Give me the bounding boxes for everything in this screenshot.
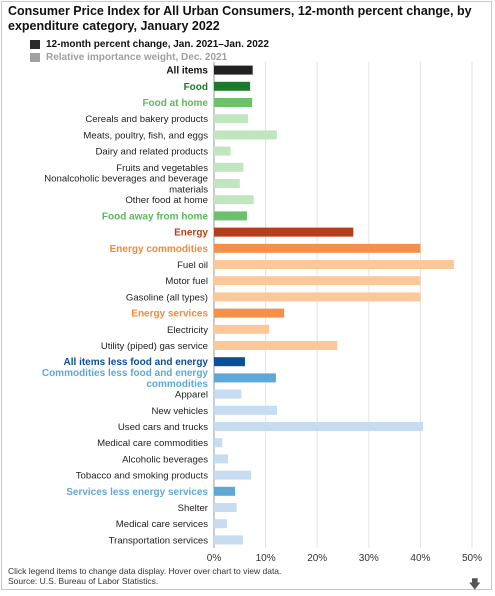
category-label: Fruits and vegetables bbox=[116, 163, 208, 174]
bar[interactable] bbox=[214, 162, 244, 172]
chart-instructions: Click legend items to change data displa… bbox=[8, 566, 282, 576]
category-label: Other food at home bbox=[125, 195, 208, 206]
category-label: Motor fuel bbox=[165, 276, 208, 287]
bar[interactable] bbox=[214, 535, 243, 545]
category-label: Nonalcoholic beverages and beverage bbox=[44, 174, 208, 185]
category-label: All items less food and energy bbox=[64, 357, 209, 368]
bar[interactable] bbox=[214, 98, 253, 107]
category-label: Food bbox=[184, 82, 208, 93]
bar[interactable] bbox=[214, 260, 454, 269]
bar[interactable] bbox=[214, 146, 231, 156]
bar[interactable] bbox=[214, 389, 242, 399]
bar[interactable] bbox=[214, 470, 252, 480]
legend-label-relative-importance: Relative importance weight, Dec. 2021 bbox=[46, 52, 228, 63]
category-label: Alcoholic beverages bbox=[122, 454, 208, 465]
category-label: Medical care commodities bbox=[97, 438, 208, 449]
category-label: Used cars and trucks bbox=[118, 422, 208, 433]
bar[interactable] bbox=[214, 114, 249, 124]
bar[interactable] bbox=[214, 130, 277, 140]
legend-label-percent-change: 12-month percent change, Jan. 2021–Jan. … bbox=[46, 39, 269, 50]
x-tick-label: 10% bbox=[256, 553, 276, 564]
category-label: Gasoline (all types) bbox=[126, 292, 208, 303]
bar[interactable] bbox=[214, 357, 245, 367]
category-label: Meats, poultry, fish, and eggs bbox=[83, 130, 208, 141]
category-label: Electricity bbox=[167, 325, 208, 336]
bar[interactable] bbox=[214, 195, 254, 205]
legend-item-percent-change[interactable]: 12-month percent change, Jan. 2021–Jan. … bbox=[30, 38, 269, 51]
bar[interactable] bbox=[214, 438, 223, 448]
x-tick-label: 20% bbox=[307, 553, 327, 564]
category-label: Utility (piped) gas service bbox=[101, 341, 208, 352]
bar[interactable] bbox=[214, 405, 277, 415]
bar[interactable] bbox=[214, 341, 338, 350]
category-label: Energy bbox=[174, 228, 208, 239]
chart-title: Consumer Price Index for All Urban Consu… bbox=[8, 4, 472, 33]
chart-legend: 12-month percent change, Jan. 2021–Jan. … bbox=[30, 38, 269, 64]
category-label: Food at home bbox=[142, 98, 208, 109]
bar[interactable] bbox=[214, 503, 237, 512]
bar[interactable] bbox=[214, 227, 354, 237]
category-label: Apparel bbox=[175, 390, 208, 401]
category-label: Services less energy services bbox=[66, 487, 208, 498]
category-label: materials bbox=[169, 185, 208, 196]
bar[interactable] bbox=[214, 243, 421, 253]
bar[interactable] bbox=[214, 373, 276, 383]
bar[interactable] bbox=[214, 81, 251, 91]
category-label: Energy commodities bbox=[110, 244, 209, 255]
bar[interactable] bbox=[214, 486, 236, 496]
bar[interactable] bbox=[214, 179, 240, 188]
bar[interactable] bbox=[214, 292, 421, 302]
category-label: Cereals and bakery products bbox=[85, 114, 208, 125]
category-label: All items bbox=[166, 66, 208, 77]
bar[interactable] bbox=[214, 308, 285, 318]
category-label: Shelter bbox=[178, 503, 209, 514]
category-label: Transportation services bbox=[109, 535, 209, 546]
bar[interactable] bbox=[214, 211, 248, 221]
legend-swatch-percent-change bbox=[30, 40, 40, 49]
legend-item-relative-importance[interactable]: Relative importance weight, Dec. 2021 bbox=[30, 51, 269, 64]
bar[interactable] bbox=[214, 519, 227, 529]
x-tick-label: 40% bbox=[410, 553, 430, 564]
category-label: Fuel oil bbox=[177, 260, 208, 271]
bar[interactable] bbox=[214, 454, 228, 464]
category-label: Energy services bbox=[131, 309, 208, 320]
bar[interactable] bbox=[214, 276, 421, 286]
category-label: commodities bbox=[146, 379, 208, 390]
x-tick-label: 30% bbox=[359, 553, 379, 564]
x-tick-label: 50% bbox=[462, 553, 482, 564]
category-label: Commodities less food and energy bbox=[42, 368, 209, 379]
bar[interactable] bbox=[214, 65, 253, 75]
bar[interactable] bbox=[214, 324, 270, 334]
bar[interactable] bbox=[214, 422, 423, 431]
category-label: Medical care services bbox=[116, 519, 208, 530]
legend-swatch-relative-importance bbox=[30, 53, 40, 62]
download-arrow-icon[interactable]: 🡇 bbox=[468, 577, 481, 591]
chart-source: Source: U.S. Bureau of Labor Statistics. bbox=[8, 576, 159, 586]
x-tick-label: 0% bbox=[207, 553, 222, 564]
category-label: Dairy and related products bbox=[95, 147, 208, 158]
category-label: Food away from home bbox=[102, 211, 209, 222]
category-label: New vehicles bbox=[151, 406, 208, 417]
category-label: Tobacco and smoking products bbox=[76, 471, 208, 482]
